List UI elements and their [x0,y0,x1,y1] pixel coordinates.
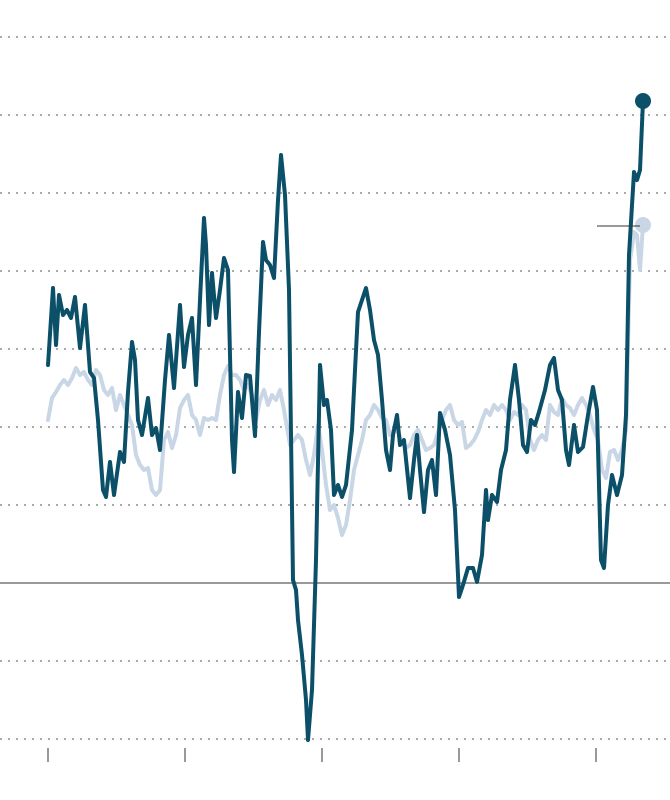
end-dot [635,217,651,233]
series-line [46,223,645,537]
lines [46,93,651,742]
grid [0,36,670,740]
series-line [46,99,645,742]
x-ticks [47,748,597,762]
end-dot [635,93,651,109]
